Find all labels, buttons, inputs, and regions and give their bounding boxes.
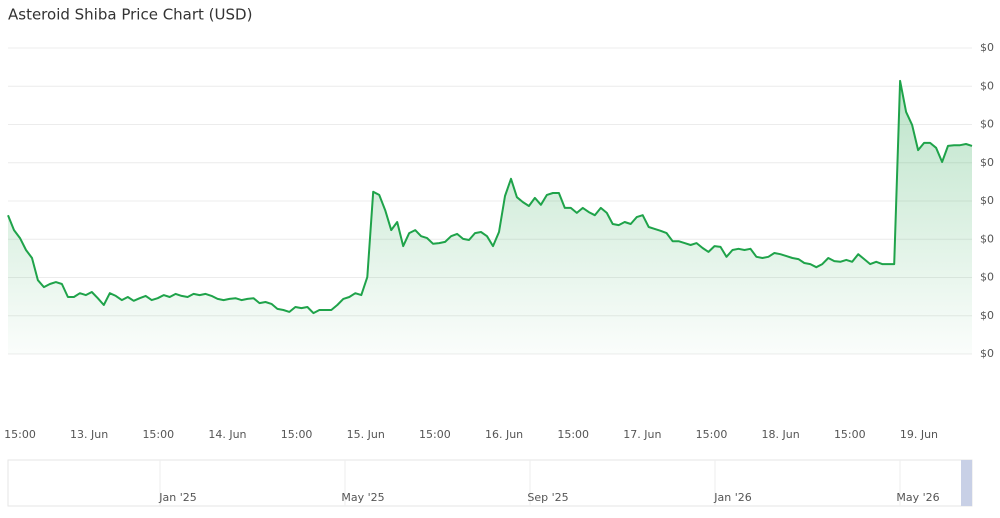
area xyxy=(8,80,972,355)
x-tick-label: 19. Jun xyxy=(900,428,938,441)
x-tick-label: 17. Jun xyxy=(623,428,661,441)
navigator-handle[interactable] xyxy=(961,460,972,506)
x-tick-label: 14. Jun xyxy=(208,428,246,441)
navigator-label: May '26 xyxy=(896,491,939,504)
y-tick-label: $0 xyxy=(980,156,994,169)
y-tick-label: $0 xyxy=(980,194,994,207)
x-tick-label: 13. Jun xyxy=(70,428,108,441)
x-tick-label: 15. Jun xyxy=(347,428,385,441)
navigator-label: Jan '25 xyxy=(158,491,196,504)
x-tick-label: 15:00 xyxy=(419,428,451,441)
chart-title: Asteroid Shiba Price Chart (USD) xyxy=(8,6,252,24)
y-tick-label: $0 xyxy=(980,271,994,284)
y-tick-label: $0 xyxy=(980,41,994,54)
navigator-label: May '25 xyxy=(341,491,384,504)
y-tick-label: $0 xyxy=(980,79,994,92)
navigator-label: Jan '26 xyxy=(713,491,751,504)
y-tick-label: $0 xyxy=(980,347,994,360)
x-tick-label: 16. Jun xyxy=(485,428,523,441)
y-tick-label: $0 xyxy=(980,232,994,245)
x-tick-label: 15:00 xyxy=(696,428,728,441)
navigator xyxy=(7,459,973,507)
x-tick-label: 15:00 xyxy=(557,428,589,441)
x-tick-label: 15:00 xyxy=(281,428,313,441)
x-tick-label: 18. Jun xyxy=(762,428,800,441)
line xyxy=(7,79,973,315)
y-tick-label: $0 xyxy=(980,309,994,322)
x-tick-label: 15:00 xyxy=(834,428,866,441)
y-tick-label: $0 xyxy=(980,118,994,131)
navigator-label: Sep '25 xyxy=(527,491,568,504)
x-tick-label: 15:00 xyxy=(4,428,36,441)
x-tick-label: 15:00 xyxy=(142,428,174,441)
